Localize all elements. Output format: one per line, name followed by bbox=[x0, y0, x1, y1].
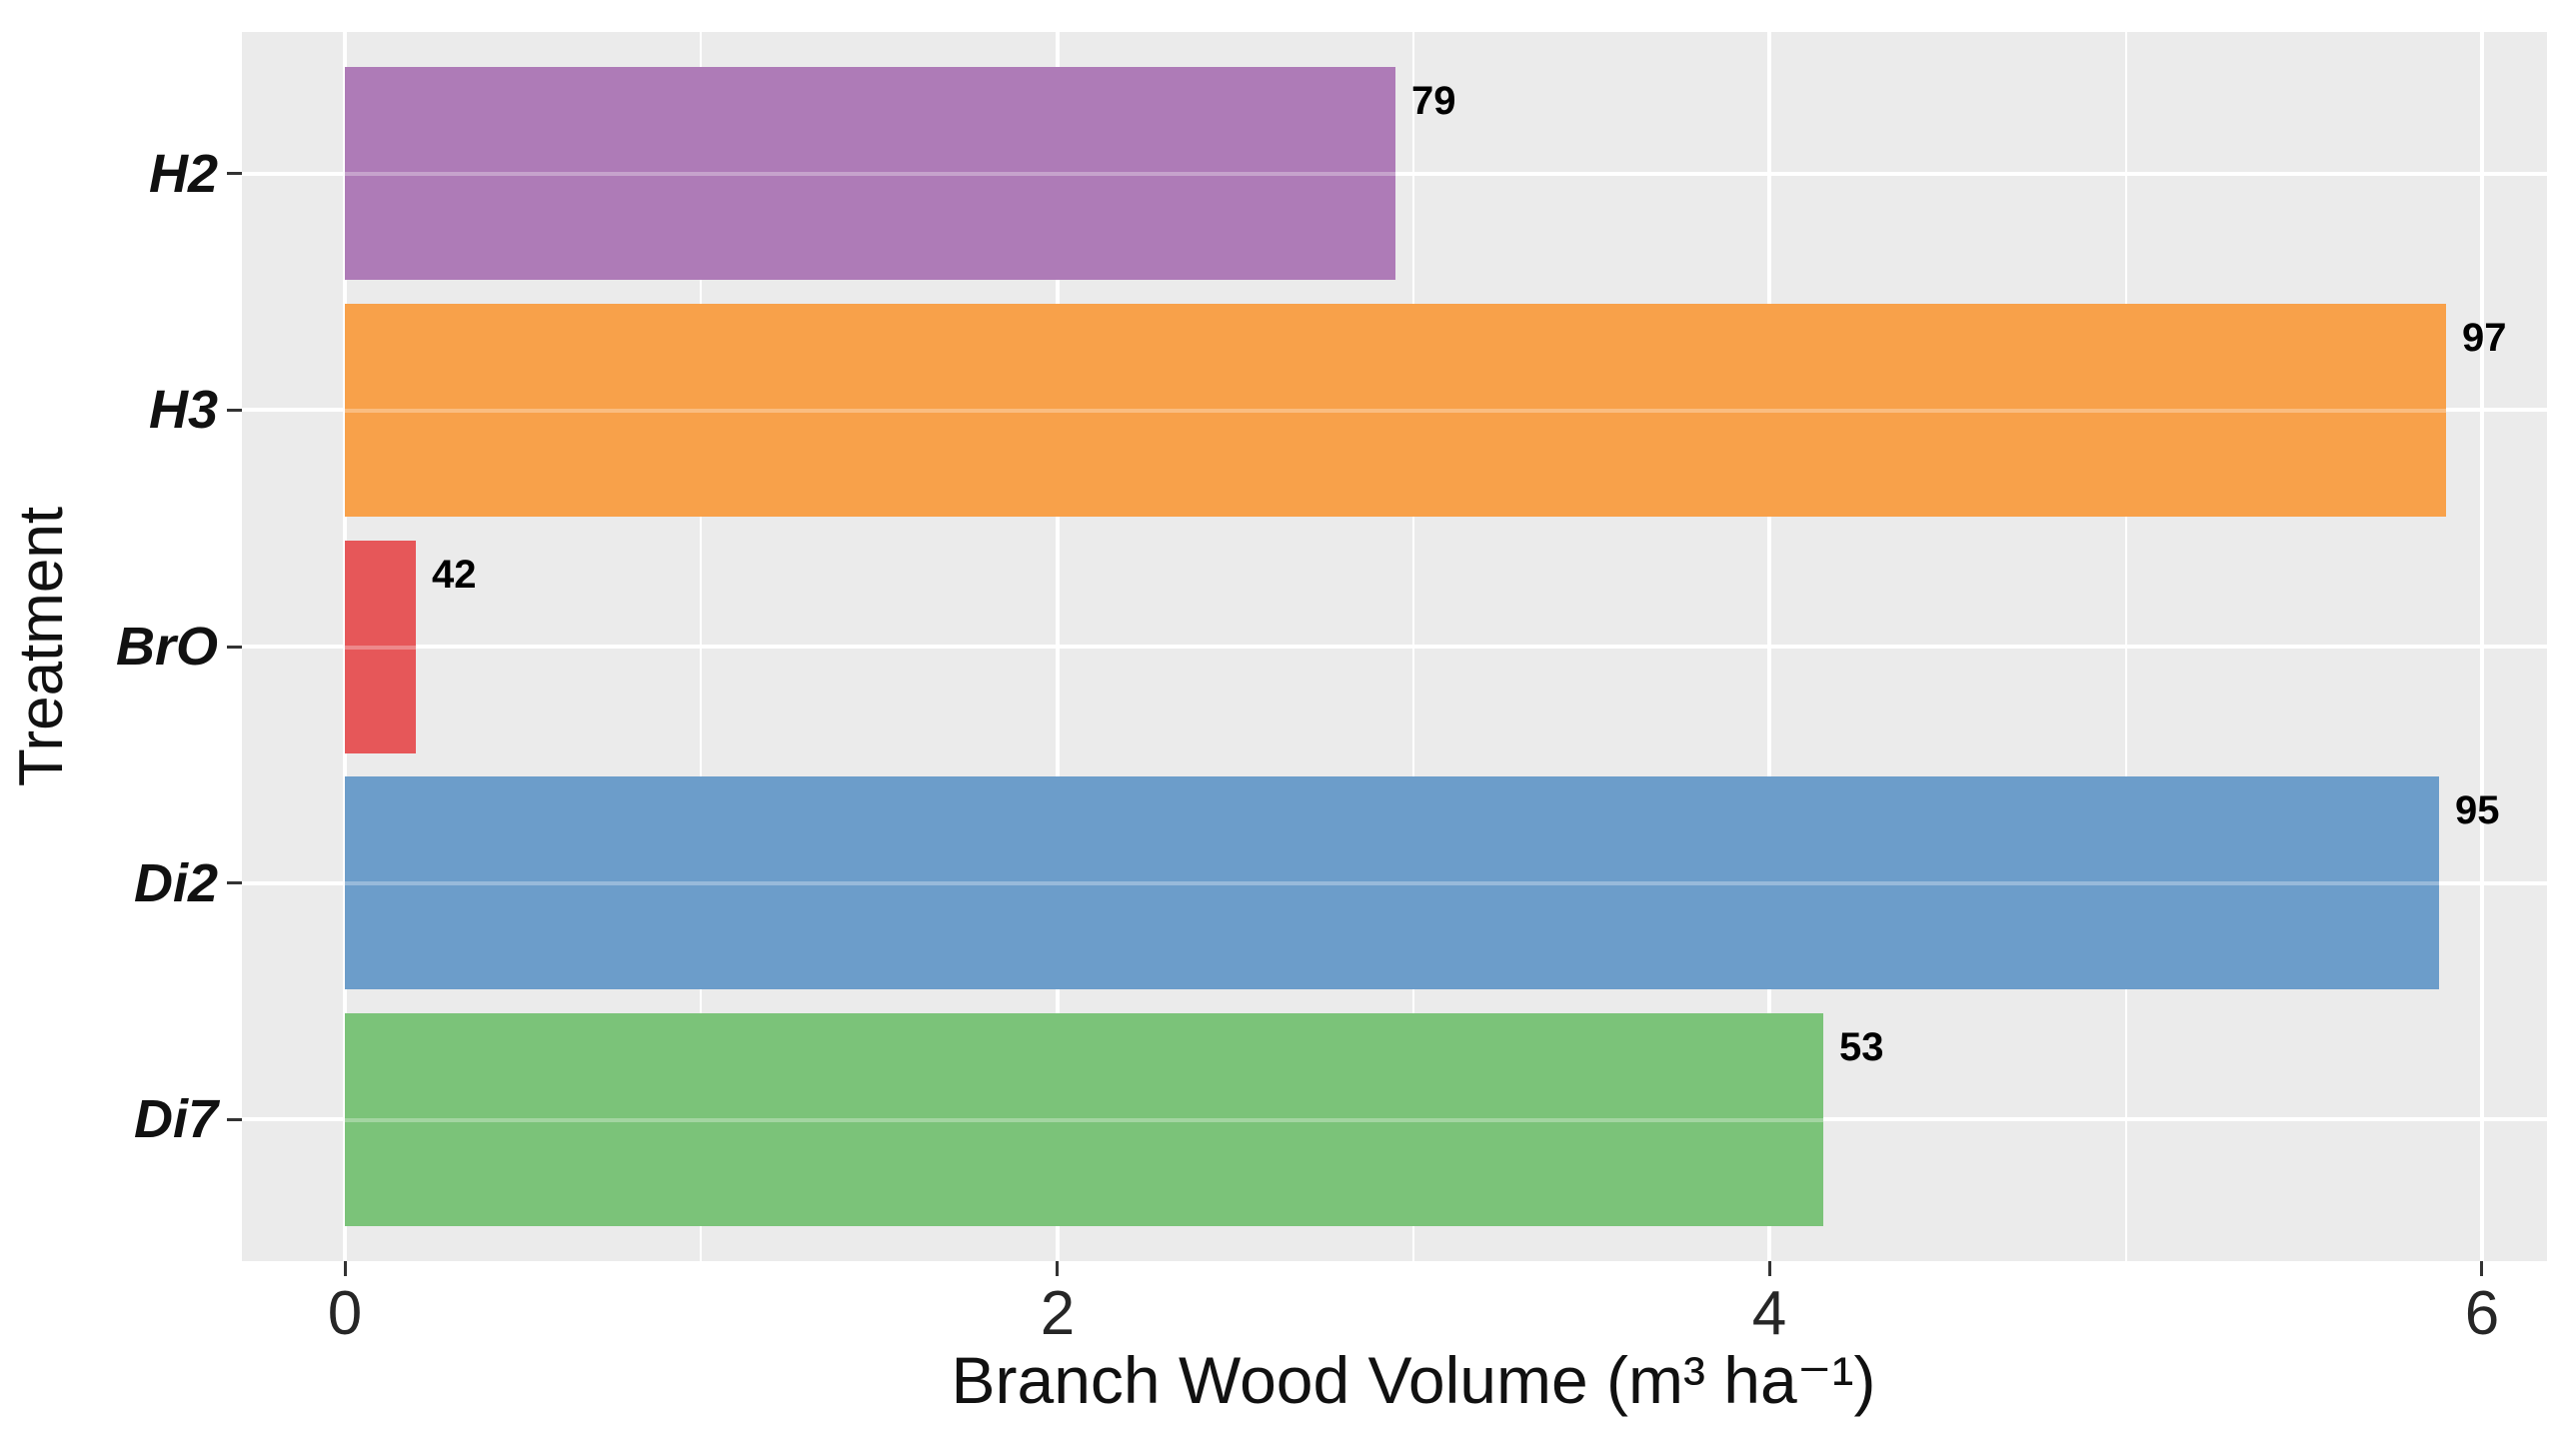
y-tick-label: H2 bbox=[148, 144, 218, 204]
bar-gridline-overlay bbox=[345, 172, 1395, 176]
vertical-gridline-major bbox=[1056, 32, 1060, 1261]
horizontal-gridline bbox=[242, 645, 2547, 649]
bar-value-label: 97 bbox=[2462, 316, 2507, 360]
bar-gridline-overlay bbox=[345, 1118, 1823, 1122]
vertical-gridline-major bbox=[1767, 32, 1771, 1261]
bar-gridline-overlay bbox=[345, 881, 2439, 885]
x-tick-mark bbox=[344, 1261, 347, 1276]
bar-bro bbox=[345, 541, 416, 753]
bar-value-label: 79 bbox=[1411, 79, 1456, 123]
x-tick-label: 4 bbox=[1751, 1279, 1787, 1348]
vertical-gridline-minor bbox=[700, 32, 702, 1261]
x-tick-label: 6 bbox=[2464, 1279, 2500, 1348]
x-axis-title-text: Branch Wood Volume (m³ ha⁻¹) bbox=[951, 1343, 1876, 1417]
x-axis-title: Branch Wood Volume (m³ ha⁻¹) bbox=[952, 1347, 1876, 1413]
bar-gridline-overlay bbox=[345, 646, 416, 650]
y-tick-label: H3 bbox=[148, 380, 218, 440]
y-tick-mark bbox=[227, 409, 242, 412]
vertical-gridline-minor bbox=[2125, 32, 2127, 1261]
y-tick-mark bbox=[227, 1118, 242, 1121]
x-tick-label: 0 bbox=[327, 1279, 363, 1348]
bar-h3 bbox=[345, 304, 2446, 517]
x-tick-label: 2 bbox=[1040, 1279, 1076, 1348]
y-tick-mark bbox=[227, 172, 242, 175]
bar-value-label: 42 bbox=[432, 553, 477, 597]
y-tick-mark bbox=[227, 646, 242, 649]
plot-panel: 79 97 42 95 53 bbox=[242, 32, 2547, 1261]
y-tick-label: BrO bbox=[115, 617, 218, 677]
x-tick-mark bbox=[1056, 1261, 1059, 1276]
bar-gridline-overlay bbox=[345, 409, 2446, 413]
bar-value-label: 53 bbox=[1839, 1025, 1884, 1069]
bar-value-label: 95 bbox=[2455, 788, 2500, 832]
x-tick-mark bbox=[2480, 1261, 2483, 1276]
x-tick-mark bbox=[1768, 1261, 1771, 1276]
bar-di7 bbox=[345, 1013, 1823, 1226]
bar-h2 bbox=[345, 67, 1395, 280]
y-tick-label: Di2 bbox=[133, 853, 218, 913]
vertical-gridline-minor bbox=[1412, 32, 1414, 1261]
y-tick-label: Di7 bbox=[133, 1089, 218, 1149]
bar-di2 bbox=[345, 776, 2439, 989]
y-tick-mark bbox=[227, 881, 242, 884]
vertical-gridline-major bbox=[2480, 32, 2484, 1261]
